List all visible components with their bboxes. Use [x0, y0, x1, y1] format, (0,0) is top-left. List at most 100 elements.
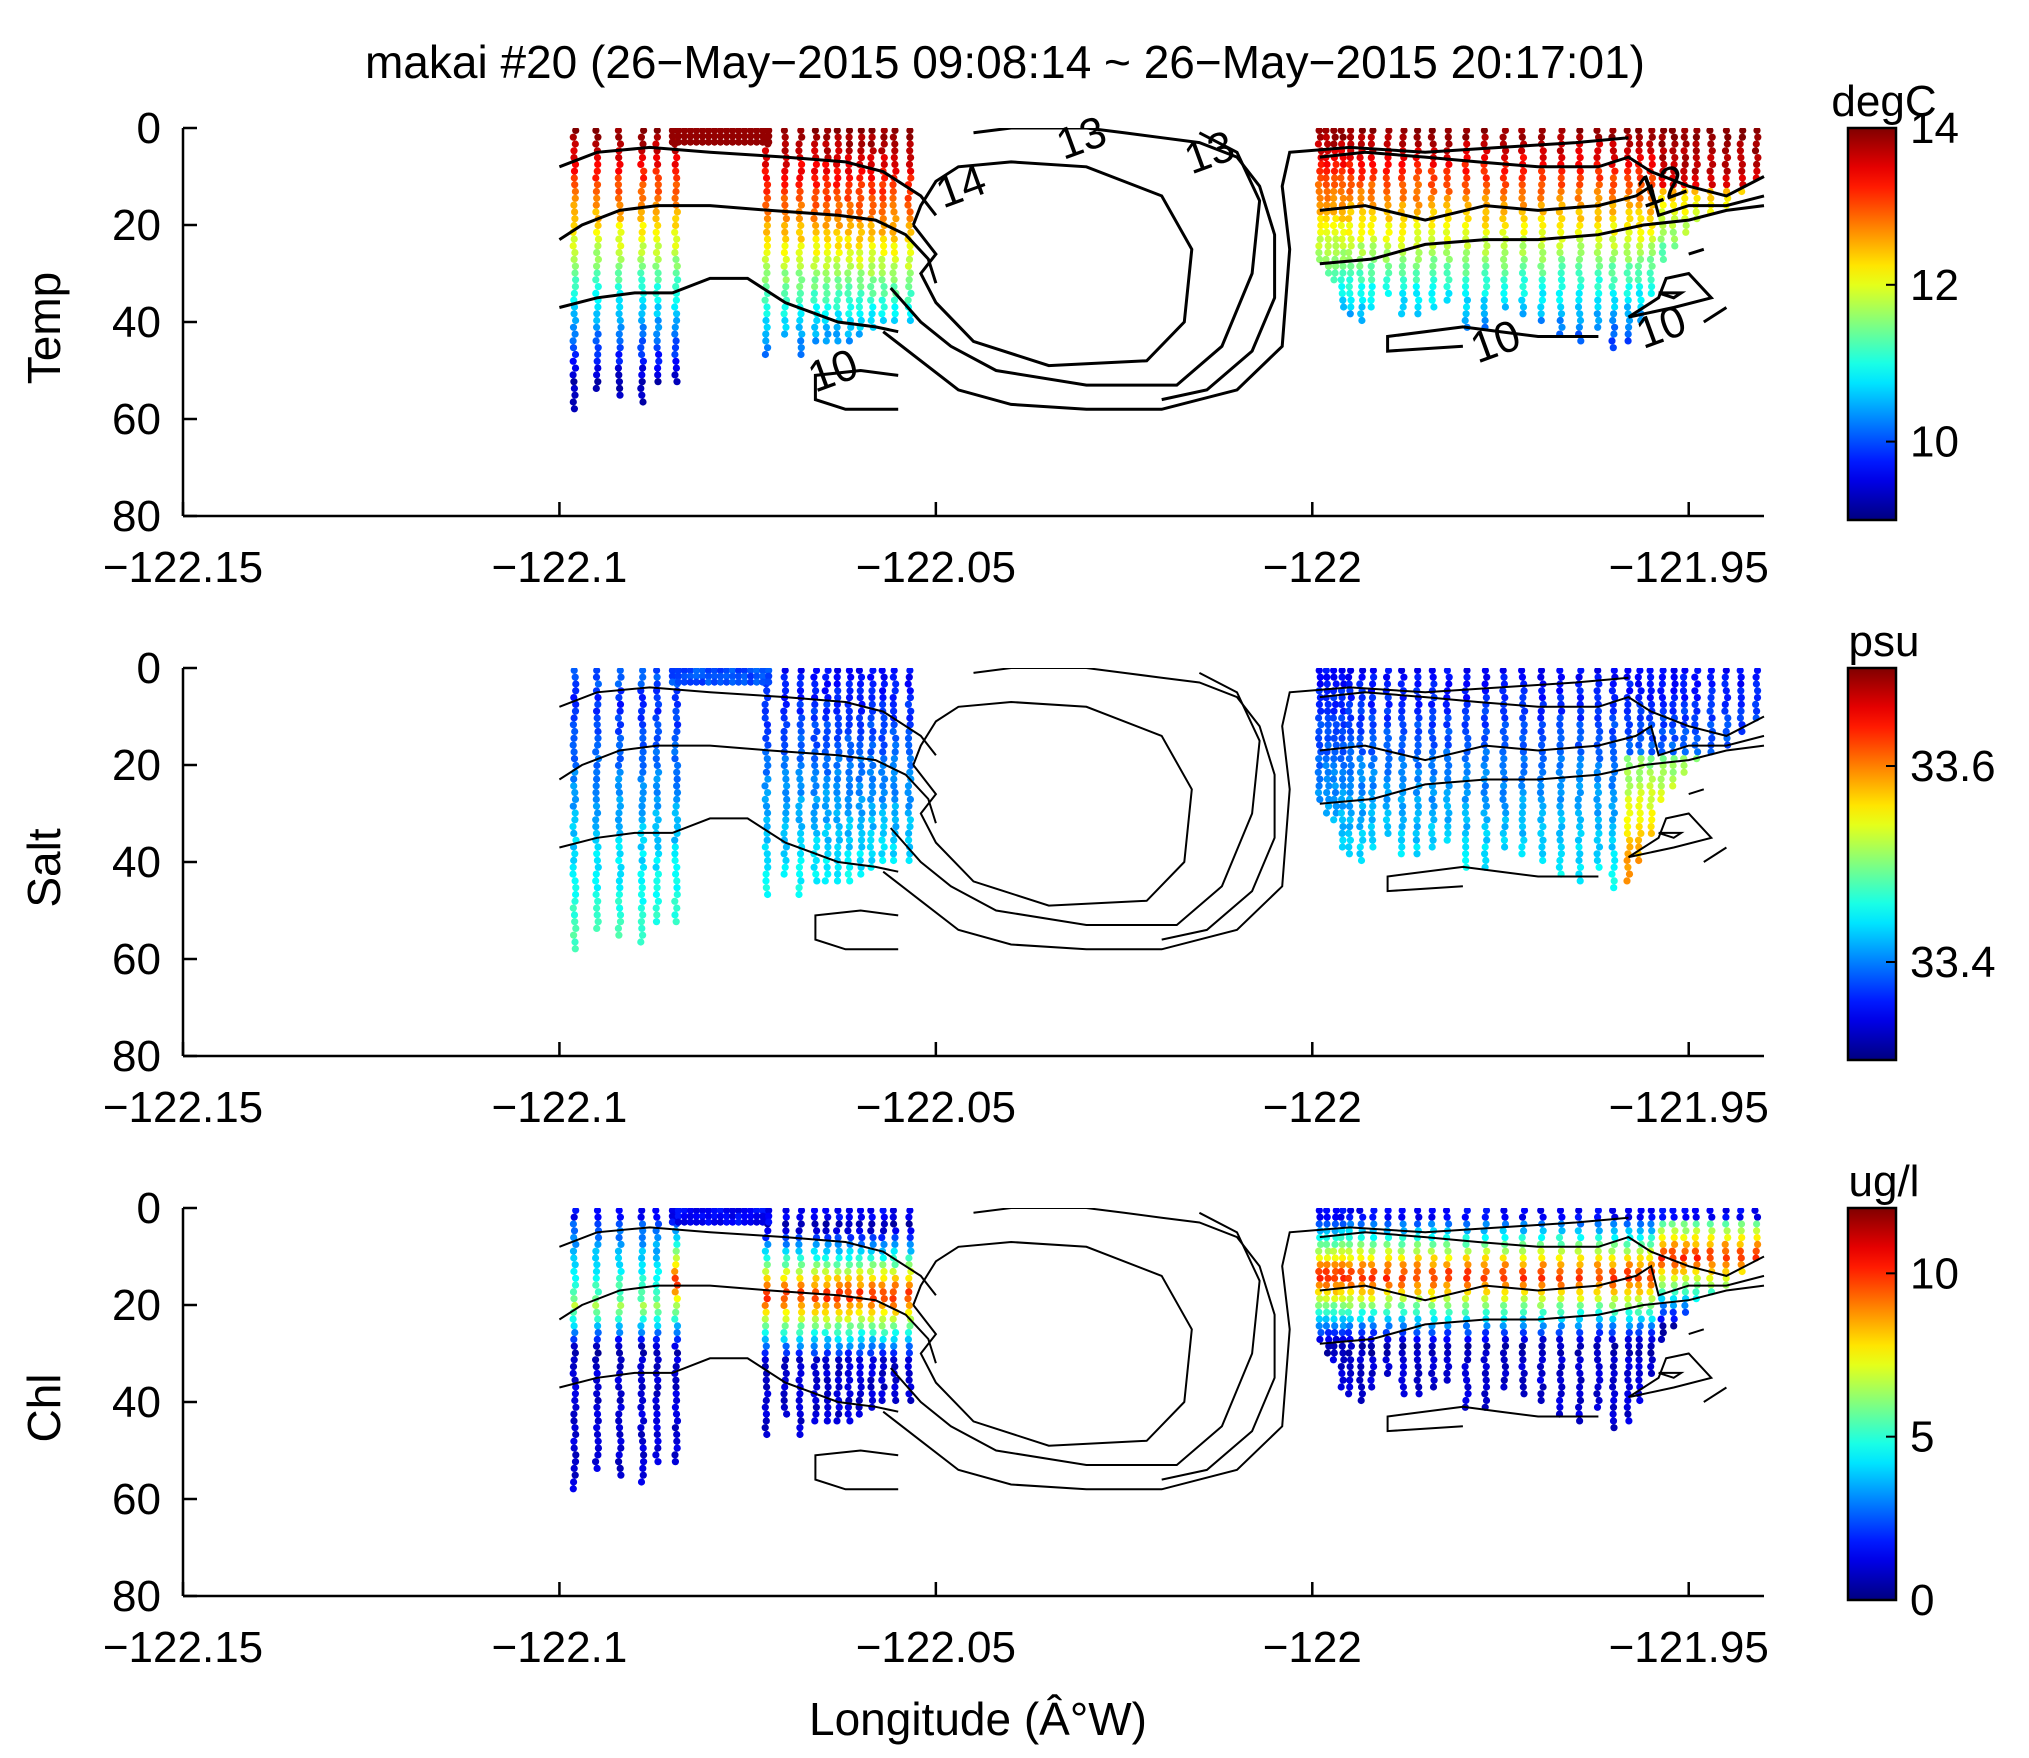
data-point [1316, 795, 1324, 804]
data-point [1736, 147, 1744, 155]
data-point [1346, 276, 1354, 284]
data-point [1384, 1335, 1392, 1343]
data-point [673, 816, 682, 824]
data-point [1501, 1342, 1510, 1350]
data-point [907, 1396, 915, 1405]
data-point [868, 1342, 876, 1350]
data-point [781, 316, 789, 325]
data-point [867, 1349, 875, 1357]
data-point [811, 147, 819, 155]
data-point [867, 829, 875, 838]
data-point [1657, 1227, 1665, 1235]
data-point [1414, 668, 1422, 674]
data-point [671, 1267, 679, 1276]
data-point [811, 283, 819, 291]
data-point [741, 1212, 749, 1220]
data-point [764, 890, 772, 899]
data-point [906, 768, 914, 776]
data-point [741, 1218, 749, 1226]
data-point [1595, 289, 1603, 297]
data-point [796, 850, 805, 858]
data-point [592, 1274, 600, 1282]
data-point [704, 138, 713, 146]
contour-line [1688, 1328, 1705, 1336]
data-point [824, 1403, 832, 1411]
data-point [1358, 775, 1366, 783]
data-point [780, 1403, 789, 1411]
data-point [1383, 782, 1391, 790]
data-point [1429, 734, 1437, 742]
data-point [698, 672, 707, 680]
data-point [1481, 680, 1489, 688]
data-point [1315, 668, 1323, 674]
data-point [1429, 714, 1437, 722]
data-point [571, 1261, 579, 1269]
data-point [653, 1295, 661, 1303]
data-point [1518, 133, 1526, 141]
data-point [572, 1430, 580, 1439]
data-point [1577, 755, 1585, 763]
data-point [1737, 1208, 1745, 1214]
data-point [1557, 1288, 1565, 1296]
data-point [637, 1390, 645, 1398]
data-point [570, 748, 578, 756]
data-point [834, 174, 842, 182]
data-point [593, 1410, 602, 1418]
data-point [753, 138, 761, 146]
data-point [1384, 1301, 1392, 1310]
data-point [781, 1356, 790, 1364]
data-point [615, 823, 623, 831]
data-point [653, 856, 661, 865]
data-point [594, 1451, 602, 1459]
data-point [1347, 303, 1355, 311]
data-point [1538, 283, 1546, 291]
data-point [673, 1356, 682, 1364]
data-point [1337, 128, 1345, 134]
data-point [638, 1254, 646, 1262]
data-point [856, 1274, 864, 1282]
data-point [1608, 843, 1616, 851]
data-point [594, 694, 602, 702]
data-point [1462, 1396, 1470, 1405]
data-point [782, 283, 790, 291]
data-point [615, 1234, 623, 1242]
data-point [782, 276, 790, 284]
data-point [593, 316, 601, 325]
data-point [813, 1356, 821, 1364]
data-point [1660, 160, 1668, 168]
data-point [1518, 1363, 1526, 1371]
data-point [639, 768, 647, 776]
data-point [592, 187, 601, 196]
data-point [1669, 1301, 1678, 1310]
data-point [1356, 823, 1364, 831]
data-point [890, 1220, 898, 1228]
data-point [1462, 303, 1471, 311]
data-point [653, 310, 661, 318]
data-point [846, 1322, 854, 1330]
data-point [834, 741, 842, 749]
data-point [869, 775, 877, 783]
data-point [1385, 755, 1393, 763]
data-point [1482, 856, 1490, 865]
data-point [1636, 1234, 1644, 1242]
data-point [1634, 262, 1642, 270]
data-point [716, 1208, 725, 1214]
data-point [637, 344, 645, 352]
data-point [1556, 1208, 1565, 1214]
data-point [1463, 816, 1471, 824]
data-point [1595, 1301, 1604, 1310]
data-point [673, 154, 681, 162]
data-point [638, 1208, 646, 1214]
data-point [1595, 680, 1603, 688]
data-point [594, 843, 602, 851]
data-point [569, 398, 577, 406]
data-point [692, 128, 700, 134]
data-point [673, 235, 681, 243]
data-point [906, 721, 914, 729]
data-point [813, 829, 821, 838]
data-point [638, 249, 646, 257]
data-point [761, 255, 770, 263]
data-point [735, 668, 743, 674]
data-point [833, 1417, 841, 1425]
data-point [878, 1396, 886, 1405]
